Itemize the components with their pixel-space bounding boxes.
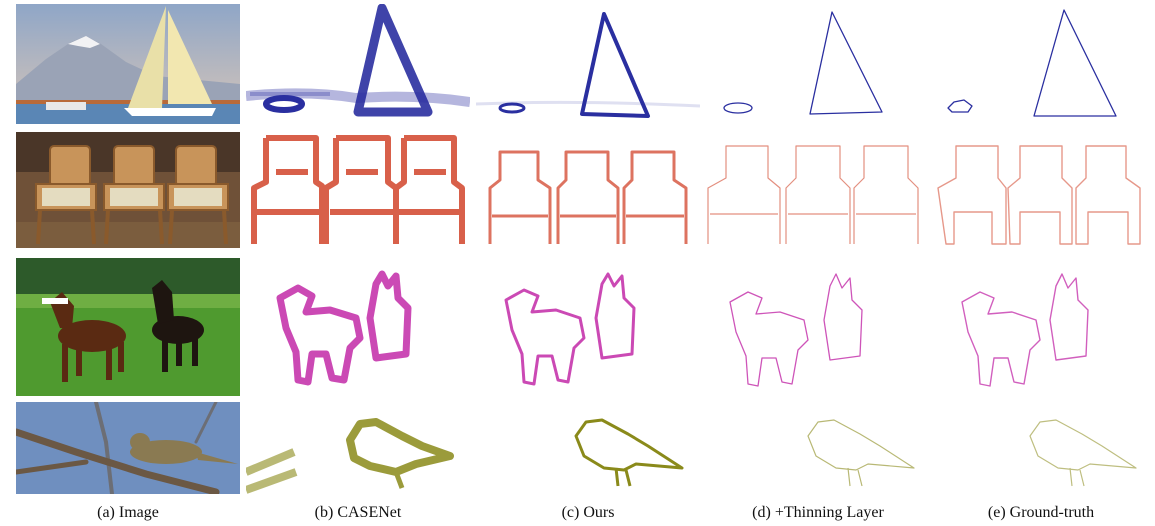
figure-grid <box>0 0 1155 500</box>
row-sailboat-thinning <box>706 4 930 124</box>
row-bird-ours <box>476 402 700 494</box>
row-horses-image <box>16 258 240 396</box>
row-chairs-casenet <box>246 132 470 248</box>
row-bird-casenet <box>246 402 470 494</box>
row-horses-thinning <box>706 258 930 396</box>
row-chairs-ours <box>476 132 700 248</box>
row-horses-casenet <box>246 258 470 396</box>
row-chairs-image <box>16 132 240 248</box>
row-sailboat-groundtruth <box>936 4 1146 124</box>
row-sailboat-ours <box>476 4 700 124</box>
caption-casenet: (b) CASENet <box>246 504 470 522</box>
caption-thinning-layer: (d) +Thinning Layer <box>706 504 930 522</box>
row-sailboat-image <box>16 4 240 124</box>
caption-image: (a) Image <box>16 504 240 522</box>
caption-ground-truth: (e) Ground-truth <box>936 504 1146 522</box>
row-sailboat-casenet <box>246 4 470 124</box>
row-chairs-thinning <box>706 132 930 248</box>
caption-ours: (c) Ours <box>476 504 700 522</box>
row-horses-groundtruth <box>936 258 1146 396</box>
row-horses-ours <box>476 258 700 396</box>
row-bird-image <box>16 402 240 494</box>
row-bird-thinning <box>706 402 930 494</box>
row-chairs-groundtruth <box>936 132 1146 248</box>
row-bird-groundtruth <box>936 402 1146 494</box>
